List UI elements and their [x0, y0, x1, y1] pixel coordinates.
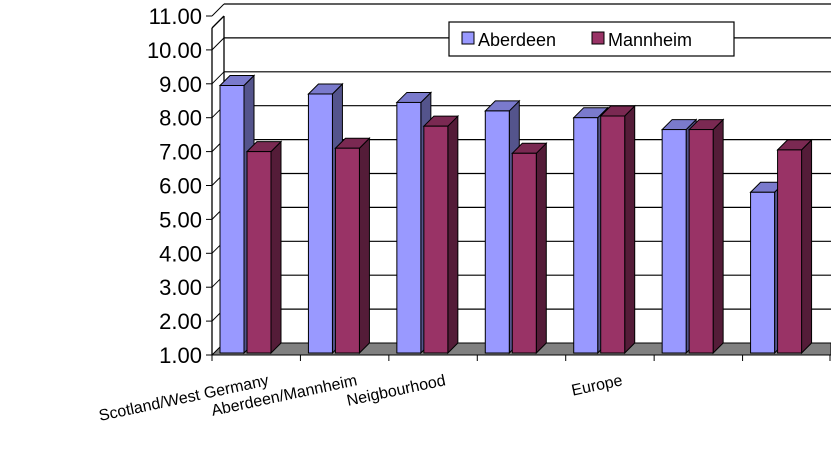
y-tick-label: 1.00 — [159, 343, 202, 368]
y-tick-label: 3.00 — [159, 275, 202, 300]
bar-mannheim — [422, 114, 460, 355]
bar-side — [358, 137, 370, 355]
bar-front — [334, 147, 360, 354]
bar-mannheim — [776, 138, 813, 355]
x-tick-label: Neigbourhood — [345, 372, 447, 410]
y-tick-label: 5.00 — [159, 207, 202, 232]
y-tick-label: 4.00 — [159, 241, 202, 266]
x-tick-label: Europe — [570, 372, 624, 399]
legend-swatch-mannheim — [591, 31, 605, 45]
y-tick-label: 7.00 — [159, 140, 202, 165]
legend-label-aberdeen: Aberdeen — [478, 30, 556, 50]
bar-front — [600, 115, 626, 354]
y-tick-label: 9.00 — [159, 72, 202, 97]
legend-swatch-aberdeen — [461, 31, 475, 45]
y-tick-label: 8.00 — [159, 106, 202, 131]
bar-side — [447, 114, 459, 355]
y-tick-label: 11.00 — [149, 4, 202, 29]
legend-label-mannheim: Mannheim — [608, 30, 692, 50]
bar-mannheim — [511, 142, 548, 355]
bar-front — [307, 93, 333, 354]
bar-front — [777, 149, 803, 354]
gridline-depth — [211, 3, 225, 17]
bars — [218, 74, 813, 355]
gridline-depth — [211, 71, 225, 85]
gridline-depth — [211, 37, 225, 51]
bar-side — [712, 118, 724, 355]
bar-mannheim — [687, 118, 725, 355]
bar-side — [535, 142, 547, 355]
bar-mannheim — [599, 104, 636, 355]
bar-side — [270, 140, 282, 355]
bar-front — [750, 191, 776, 354]
bar-front — [511, 152, 537, 354]
legend: Aberdeen Mannheim — [448, 21, 735, 57]
y-tick-label: 2.00 — [159, 309, 202, 334]
bar-front — [484, 110, 510, 354]
legend-box — [448, 21, 735, 57]
bar-side — [801, 138, 813, 355]
bar-front — [396, 101, 422, 354]
x-tick-labels: Scotland/West GermanyAberdeen/MannheimNe… — [97, 372, 624, 425]
y-tick-label: 6.00 — [159, 174, 202, 199]
bar-front — [246, 151, 272, 354]
bar-front — [219, 84, 245, 354]
bar-mannheim — [334, 137, 371, 355]
top-corner-edge — [211, 15, 225, 29]
y-tick-label: 10.00 — [147, 38, 202, 63]
bar-front — [661, 129, 687, 354]
bar-mannheim — [245, 140, 283, 355]
bar-front — [573, 117, 599, 354]
y-tick-labels: 1.00 2.00 3.00 4.00 5.00 6.00 7.00 8.00 9.00 10.0… — [147, 4, 202, 368]
bar-side — [624, 104, 636, 355]
bar-front — [423, 125, 449, 354]
bar-front — [688, 129, 714, 354]
